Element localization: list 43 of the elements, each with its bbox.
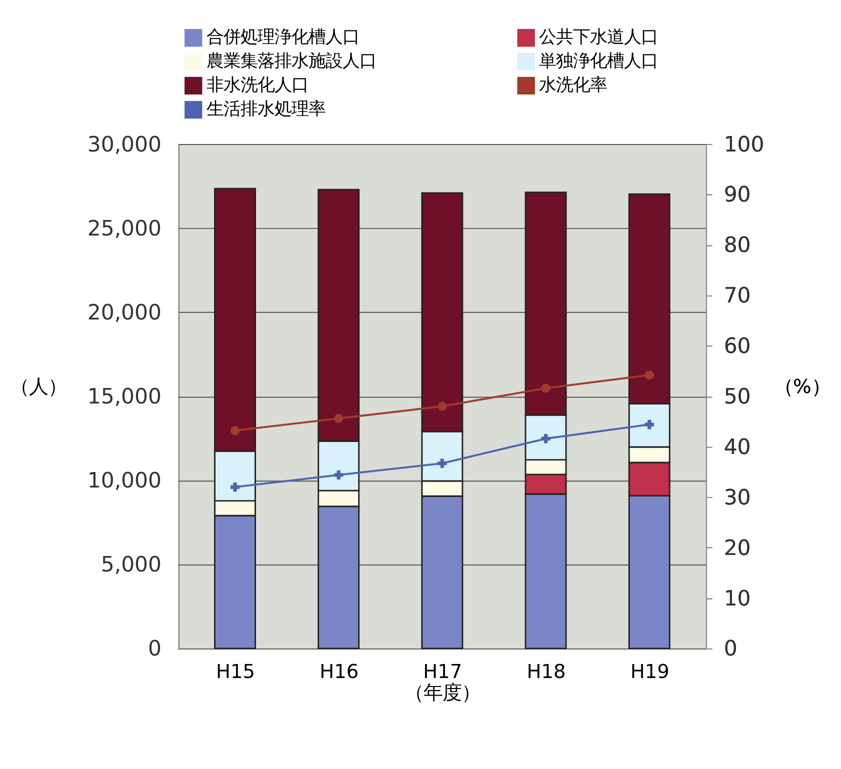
- legend-label: 非水洗化人口: [206, 76, 308, 96]
- legend-label: 水洗化率: [539, 76, 608, 96]
- y-tick-label: 10,000: [87, 468, 162, 494]
- x-tick-label: H16: [320, 660, 359, 683]
- x-axis-title: （年度）: [404, 681, 481, 704]
- point: [644, 370, 654, 380]
- y2-tick-label: 70: [724, 284, 751, 309]
- x-tick-label: H19: [630, 660, 670, 683]
- point: [230, 426, 240, 436]
- x-tick-label: H15: [216, 660, 256, 683]
- y2-tick-label: 80: [724, 233, 751, 258]
- y2-tick-label: 40: [724, 434, 751, 460]
- y2-tick-label: 50: [724, 384, 751, 410]
- y-tick-label: 25,000: [87, 216, 162, 242]
- point: [230, 482, 240, 492]
- y-tick-label: 5,000: [100, 552, 162, 578]
- legend-label: 農業集落排水施設人口: [206, 51, 376, 72]
- legend-label: 合併処理浄化槽人口: [206, 28, 360, 48]
- point: [438, 402, 447, 411]
- point: [334, 414, 344, 424]
- y-tick-label: 0: [148, 636, 162, 662]
- y2-tick-label: 30: [724, 485, 751, 510]
- point: [334, 470, 344, 480]
- y-tick-label: 30,000: [87, 132, 162, 158]
- y2-tick-label: 90: [724, 182, 751, 208]
- x-tick-label: H17: [423, 660, 462, 683]
- legend-label: 公共下水道人口: [539, 28, 658, 48]
- point: [438, 458, 447, 468]
- y2-axis-title: （%）: [774, 374, 830, 398]
- y-axis-title: （人）: [10, 374, 68, 398]
- y2-tick-label: 100: [724, 132, 764, 158]
- point: [541, 434, 550, 444]
- y2-tick-label: 10: [724, 586, 751, 612]
- x-tick-label: H18: [526, 660, 566, 683]
- legend-label: 生活排水処理率: [206, 100, 326, 120]
- point: [541, 384, 550, 393]
- y-tick-label: 15,000: [87, 384, 162, 410]
- legend-label: 単独浄化槽人口: [539, 51, 658, 72]
- y-tick-label: 20,000: [87, 300, 162, 326]
- y2-tick-label: 0: [724, 636, 738, 662]
- y2-tick-label: 60: [724, 334, 751, 360]
- y2-tick-label: 20: [724, 536, 751, 561]
- point: [644, 420, 654, 430]
